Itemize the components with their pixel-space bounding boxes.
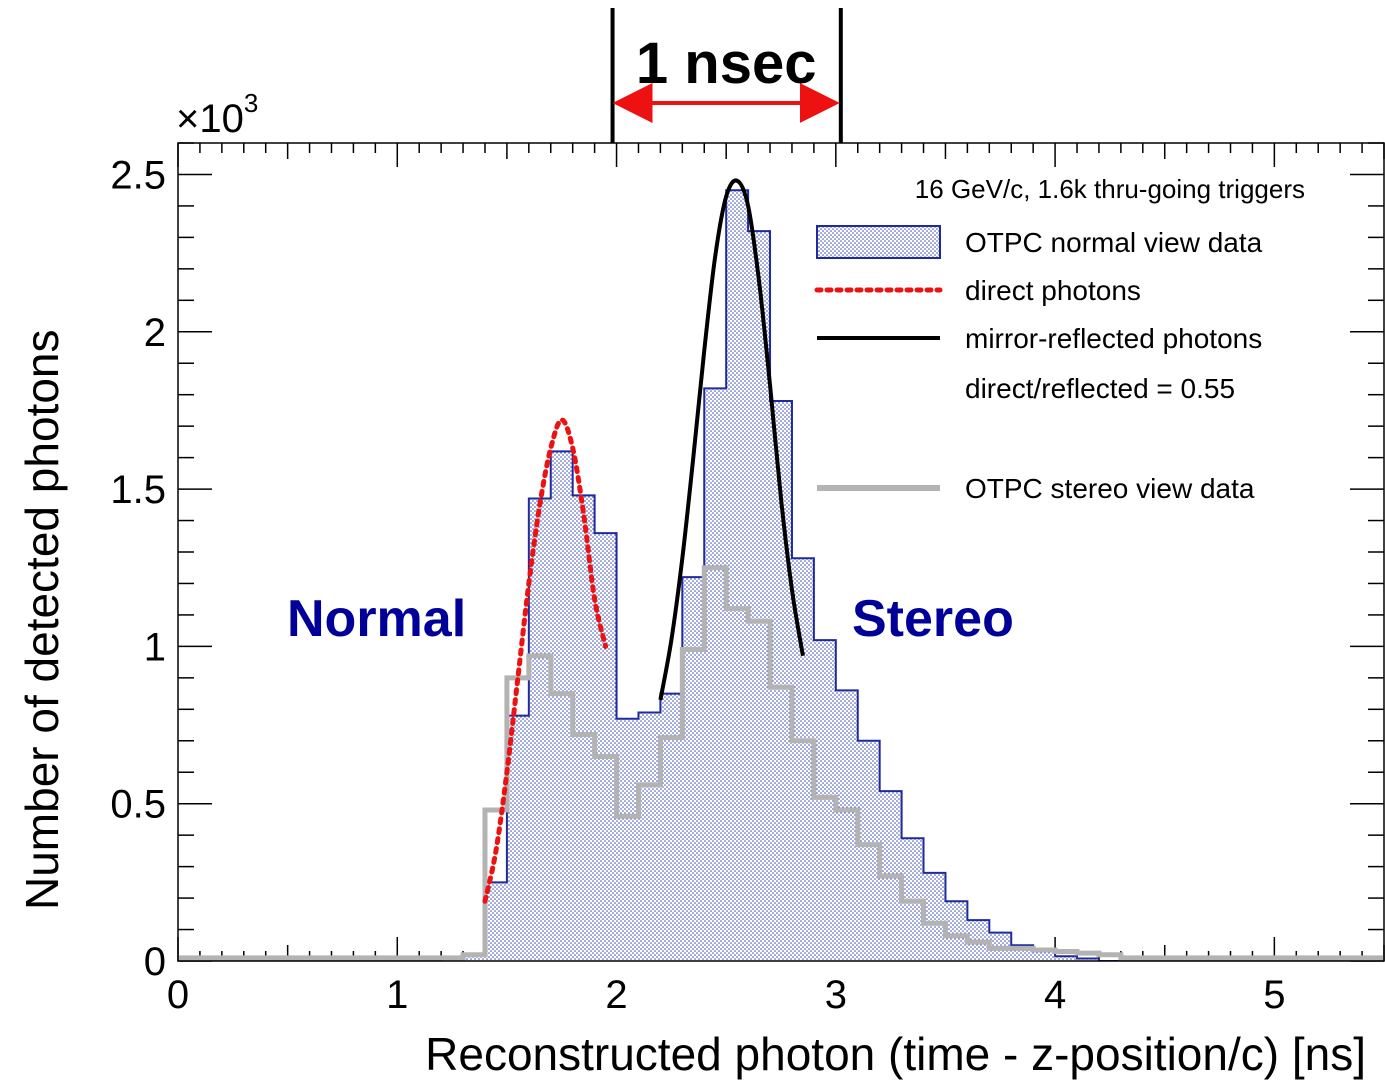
direct-photons-curve [482, 417, 609, 904]
normal-annotation: Normal [287, 590, 466, 648]
y-tick-label: 0.5 [110, 783, 166, 827]
legend-title: 16 GeV/c, 1.6k thru-going triggers [915, 174, 1305, 204]
plot-frame [177, 142, 1385, 962]
x-axis-label: Reconstructed photon (time - z-position/… [425, 1028, 1366, 1080]
legend-label-reflected: mirror-reflected photons [965, 323, 1262, 354]
x-tick-label: 4 [1044, 973, 1066, 1017]
legend-ratio: direct/reflected = 0.55 [965, 373, 1235, 404]
legend: 16 GeV/c, 1.6k thru-going triggers OTPC … [814, 174, 1305, 504]
y-tick-label: 1.5 [110, 468, 166, 512]
x-tick-label: 3 [825, 973, 847, 1017]
span-label: 1 nsec [636, 31, 817, 96]
y-tick-label: 1 [144, 625, 166, 669]
stereo-annotation: Stereo [852, 590, 1014, 648]
x-tick-label: 1 [386, 973, 408, 1017]
legend-label-direct: direct photons [965, 275, 1141, 306]
normal-view-histogram-fill [178, 190, 1384, 961]
x-tick-label: 0 [167, 973, 189, 1017]
y-tick-label: 2.5 [110, 153, 166, 197]
stereo-view-histogram-line [178, 565, 1384, 961]
y-multiplier: ×103 [176, 88, 258, 141]
legend-swatch-normal [816, 225, 941, 259]
y-tick-label: 2 [144, 311, 166, 355]
y-axis-label: Number of detected photons [16, 330, 68, 910]
mirror-reflected-curve [658, 178, 805, 701]
y-tick-label: 0 [144, 940, 166, 984]
one-nsec-span: 1 nsec [610, 8, 843, 143]
tick-labels: 0 1 2 3 4 5 0 0.5 1 1.5 2 2.5 [110, 153, 1285, 1017]
x-tick-label: 5 [1263, 973, 1285, 1017]
y-multiplier-exponent: 3 [244, 88, 258, 118]
x-tick-label: 2 [605, 973, 627, 1017]
legend-label-normal: OTPC normal view data [965, 227, 1263, 258]
legend-label-stereo: OTPC stereo view data [965, 473, 1255, 504]
